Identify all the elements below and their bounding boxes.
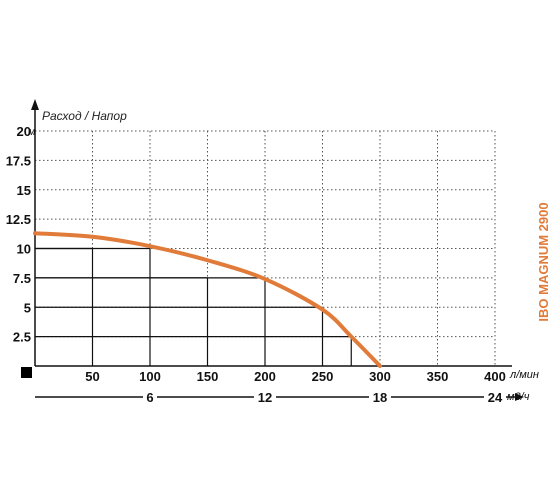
y-axis-arrow-icon <box>31 99 39 110</box>
y-axis-unit: м <box>28 126 36 138</box>
tick-labels: 2.5 5 7.5 10 12.5 15 17.5 20 50 100 150 200 250 300 35… <box>6 124 506 384</box>
x-tick-label: 350 <box>427 369 449 384</box>
origin-square-icon <box>21 367 32 378</box>
performance-curve-line <box>33 231 382 368</box>
y-tick-label: 2.5 <box>13 330 31 345</box>
secondary-tick-bg <box>143 389 157 405</box>
y-tick-label: 10 <box>17 242 31 257</box>
x-tick-label: 50 <box>85 369 99 384</box>
x-tick-label: 300 <box>369 369 391 384</box>
secondary-tick-label: 18 <box>373 390 387 405</box>
brand-label: IBO MAGNUM 2900 <box>536 202 551 321</box>
secondary-axis-arrow-icon <box>515 393 524 401</box>
y-tick-label: 5 <box>24 300 31 315</box>
series <box>33 231 382 368</box>
secondary-tick-label: 6 <box>146 390 153 405</box>
y-tick-label: 20 <box>17 124 31 139</box>
x-tick-label: 200 <box>254 369 276 384</box>
y-tick-label: 15 <box>17 183 31 198</box>
secondary-axis-unit: м3/ч <box>507 391 530 403</box>
axes <box>21 99 512 378</box>
x-tick-label: 250 <box>312 369 334 384</box>
secondary-tick-bg <box>484 389 506 405</box>
y-tick-label: 7.5 <box>13 271 31 286</box>
secondary-tick-bg <box>369 389 391 405</box>
x-tick-label: 400 <box>484 369 506 384</box>
x-axis-unit: л/мин <box>509 369 539 381</box>
secondary-tick-bg <box>254 389 276 405</box>
x-tick-label: 150 <box>197 369 219 384</box>
reference-lines <box>35 247 352 366</box>
secondary-axis: 6 12 18 24 <box>35 389 524 405</box>
y-tick-label: 17.5 <box>6 153 31 168</box>
secondary-tick-label: 24 <box>488 390 503 405</box>
y-tick-label: 12.5 <box>6 212 31 227</box>
secondary-tick-label: 12 <box>258 390 272 405</box>
x-tick-label: 100 <box>139 369 161 384</box>
axis-title: Расход / Напор <box>42 109 127 123</box>
